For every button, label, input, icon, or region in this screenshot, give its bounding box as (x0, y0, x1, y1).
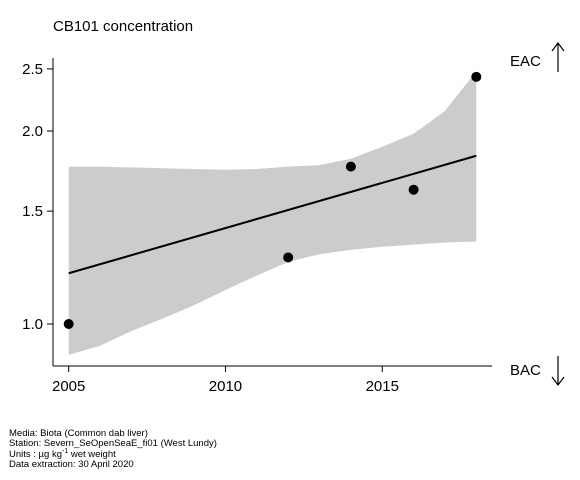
footer-units: Units : µg kg-1 wet weight (9, 447, 217, 460)
data-point (471, 71, 482, 82)
x-tick-label: 2010 (209, 378, 242, 395)
footer-media: Media: Biota (Common dab liver) (9, 428, 148, 439)
y-tick-label: 1.0 (22, 316, 43, 333)
down-arrow-icon (551, 356, 565, 386)
trend-line (68, 154, 477, 275)
confidence-band (68, 71, 477, 355)
data-point (345, 161, 356, 172)
eac-label: EAC (510, 53, 541, 70)
y-tick-label: 1.5 (22, 203, 43, 220)
units-prefix: Units : µg kg (9, 448, 62, 460)
footer-station: Station: Severn_SeOpenSeaE_fi01 (West Lu… (9, 438, 217, 450)
data-point (63, 319, 74, 330)
units-superscript: -1 (62, 447, 69, 455)
y-tick-label: 2.5 (22, 61, 43, 78)
footer-notes: Media: Biota (Common dab liver) Station:… (9, 428, 217, 471)
footer-extraction: Data extraction: 30 April 2020 (9, 459, 134, 471)
chart-title: CB101 concentration (53, 18, 194, 35)
x-tick-label: 2015 (366, 378, 399, 395)
y-tick-label: 2.0 (22, 123, 43, 140)
bac-label: BAC (510, 362, 541, 379)
units-suffix: wet weight (68, 448, 116, 460)
data-point (408, 184, 419, 195)
data-point (283, 252, 294, 263)
x-tick-label: 2005 (52, 378, 85, 395)
up-arrow-icon (551, 42, 565, 72)
